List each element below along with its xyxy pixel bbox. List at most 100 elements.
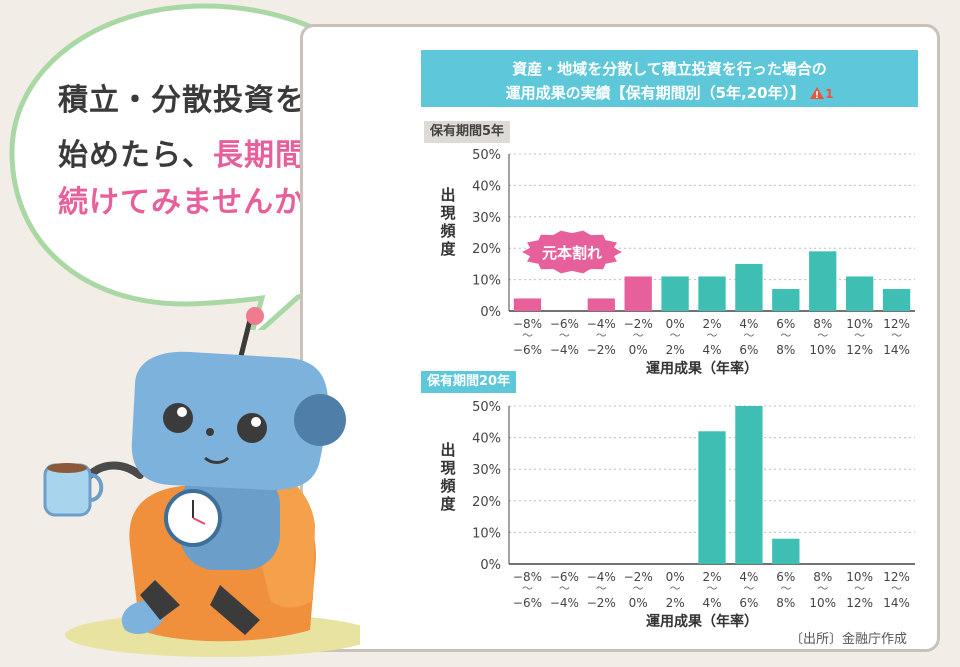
x-tick-bottom-20yr: 10% [809,596,836,610]
x-tick-bottom-5yr: 2% [666,343,685,357]
x-tick-bottom-20yr: −6% [513,596,542,610]
y-axis-label-20yr: 出 [440,441,455,459]
panel-title-line-1: 資産・地域を分散して積立投資を行った場合の [512,60,827,78]
bar-5yr-0 [513,298,542,311]
x-tick-bottom-20yr: 6% [739,596,758,610]
x-tick-bottom-5yr: 6% [739,343,758,357]
x-tick-top-5yr: −6% [550,317,579,331]
x-tick-tilde-20yr: 〜 [596,582,607,595]
x-tick-tilde-20yr: 〜 [743,582,754,595]
x-tick-tilde-5yr: 〜 [633,329,644,342]
y-axis-label-5yr: 頻 [440,222,455,240]
x-tick-bottom-20yr: 8% [776,596,795,610]
x-tick-top-5yr: 4% [739,317,758,331]
source-note: 〔出所〕金融庁作成 [790,632,908,647]
x-tick-tilde-20yr: 〜 [780,582,791,595]
bar-5yr-6 [735,263,763,311]
y-tick-label-5yr: 50% [472,148,501,163]
bar-5yr-9 [845,276,874,311]
x-tick-top-20yr: 10% [846,570,873,584]
x-tick-bottom-20yr: −4% [550,596,579,610]
bar-5yr-10 [882,289,911,311]
x-axis-title-20yr: 運用成果（年率） [646,613,758,630]
x-tick-bottom-5yr: −2% [587,343,616,357]
x-tick-top-5yr: 2% [702,317,721,331]
x-tick-bottom-5yr: 8% [776,343,795,357]
y-tick-label-20yr: 20% [472,495,501,510]
chart-panel [300,24,940,652]
speech-line-2: 始めたら、長期間 [58,141,306,171]
bar-20yr-5 [698,431,726,564]
x-tick-top-20yr: 0% [666,570,685,584]
x-tick-top-5yr: 8% [813,317,832,331]
y-axis-label-20yr: 頻 [440,477,455,495]
y-axis-label-20yr: 現 [440,459,455,477]
x-tick-top-5yr: −4% [587,317,616,331]
x-tick-tilde-20yr: 〜 [707,582,718,595]
x-tick-bottom-20yr: 4% [702,596,721,610]
x-tick-bottom-5yr: −6% [513,343,542,357]
speech-line-2b: 長期間 [213,138,306,173]
chart-5yr-title: 保有期間5年 [424,121,511,143]
bar-5yr-4 [661,276,689,311]
x-tick-tilde-20yr: 〜 [559,582,570,595]
warning-number: 1 [825,87,834,101]
y-tick-label-5yr: 30% [472,211,501,226]
x-tick-tilde-5yr: 〜 [854,329,865,342]
panel-title-line-2-text: 運用成果の実績【保有期間別（5年,20年）】 [505,84,806,102]
bar-5yr-8 [809,251,837,311]
x-tick-bottom-20yr: 12% [846,596,873,610]
panel-title-bar: 資産・地域を分散して積立投資を行った場合の 運用成果の実績【保有期間別（5年,2… [421,50,918,107]
y-tick-label-20yr: 30% [472,463,501,478]
y-tick-label-5yr: 20% [472,242,501,257]
x-tick-top-20yr: 12% [883,570,910,584]
x-tick-top-20yr: 4% [739,570,758,584]
x-tick-top-20yr: 2% [702,570,721,584]
x-tick-bottom-20yr: −2% [587,596,616,610]
robot-illustration [43,307,360,657]
x-tick-tilde-20yr: 〜 [633,582,644,595]
bar-5yr-7 [772,289,800,311]
x-tick-top-20yr: 6% [776,570,795,584]
x-tick-bottom-5yr: −4% [550,343,579,357]
y-axis-label-5yr: 度 [440,240,456,258]
x-tick-top-5yr: 12% [883,317,910,331]
annotation-label-5yr: 元本割れ [542,244,602,262]
x-tick-top-20yr: 8% [813,570,832,584]
y-tick-label-5yr: 0% [480,305,501,320]
x-tick-bottom-5yr: 12% [846,343,873,357]
x-tick-tilde-5yr: 〜 [707,329,718,342]
bar-5yr-5 [698,276,726,311]
x-tick-tilde-5yr: 〜 [891,329,902,342]
speech-line-1: 積立・分散投資を [58,83,306,118]
x-tick-tilde-5yr: 〜 [780,329,791,342]
x-tick-tilde-5yr: 〜 [522,329,533,342]
y-tick-label-20yr: 40% [472,432,501,447]
y-tick-label-5yr: 10% [472,274,501,289]
x-tick-tilde-5yr: 〜 [670,329,681,342]
x-tick-top-20yr: −4% [587,570,616,584]
x-tick-tilde-20yr: 〜 [854,582,865,595]
y-axis-label-5yr: 出 [440,186,455,204]
x-tick-top-5yr: 0% [666,317,685,331]
bar-20yr-7 [772,538,800,564]
x-tick-top-20yr: −6% [550,570,579,584]
annotation-burst-5yr [522,230,622,274]
y-tick-label-20yr: 0% [480,558,501,573]
chart-20yr-title: 保有期間20年 [421,371,517,393]
x-tick-bottom-20yr: 2% [666,596,685,610]
x-tick-bottom-20yr: 14% [883,596,910,610]
x-tick-bottom-5yr: 0% [629,343,648,357]
x-tick-tilde-20yr: 〜 [522,582,533,595]
speech-line-3: 続けてみませんか？ [58,185,337,220]
panel-title-line-2: 運用成果の実績【保有期間別（5年,20年）】 1 [421,82,918,104]
x-tick-top-5yr: −8% [513,317,542,331]
x-tick-tilde-20yr: 〜 [817,582,828,595]
bar-20yr-6 [735,406,763,564]
bar-5yr-3 [624,276,652,311]
y-axis-label-5yr: 現 [440,204,455,222]
x-tick-bottom-5yr: 14% [883,343,910,357]
x-tick-top-5yr: 6% [776,317,795,331]
x-tick-tilde-20yr: 〜 [891,582,902,595]
x-tick-bottom-5yr: 4% [702,343,721,357]
